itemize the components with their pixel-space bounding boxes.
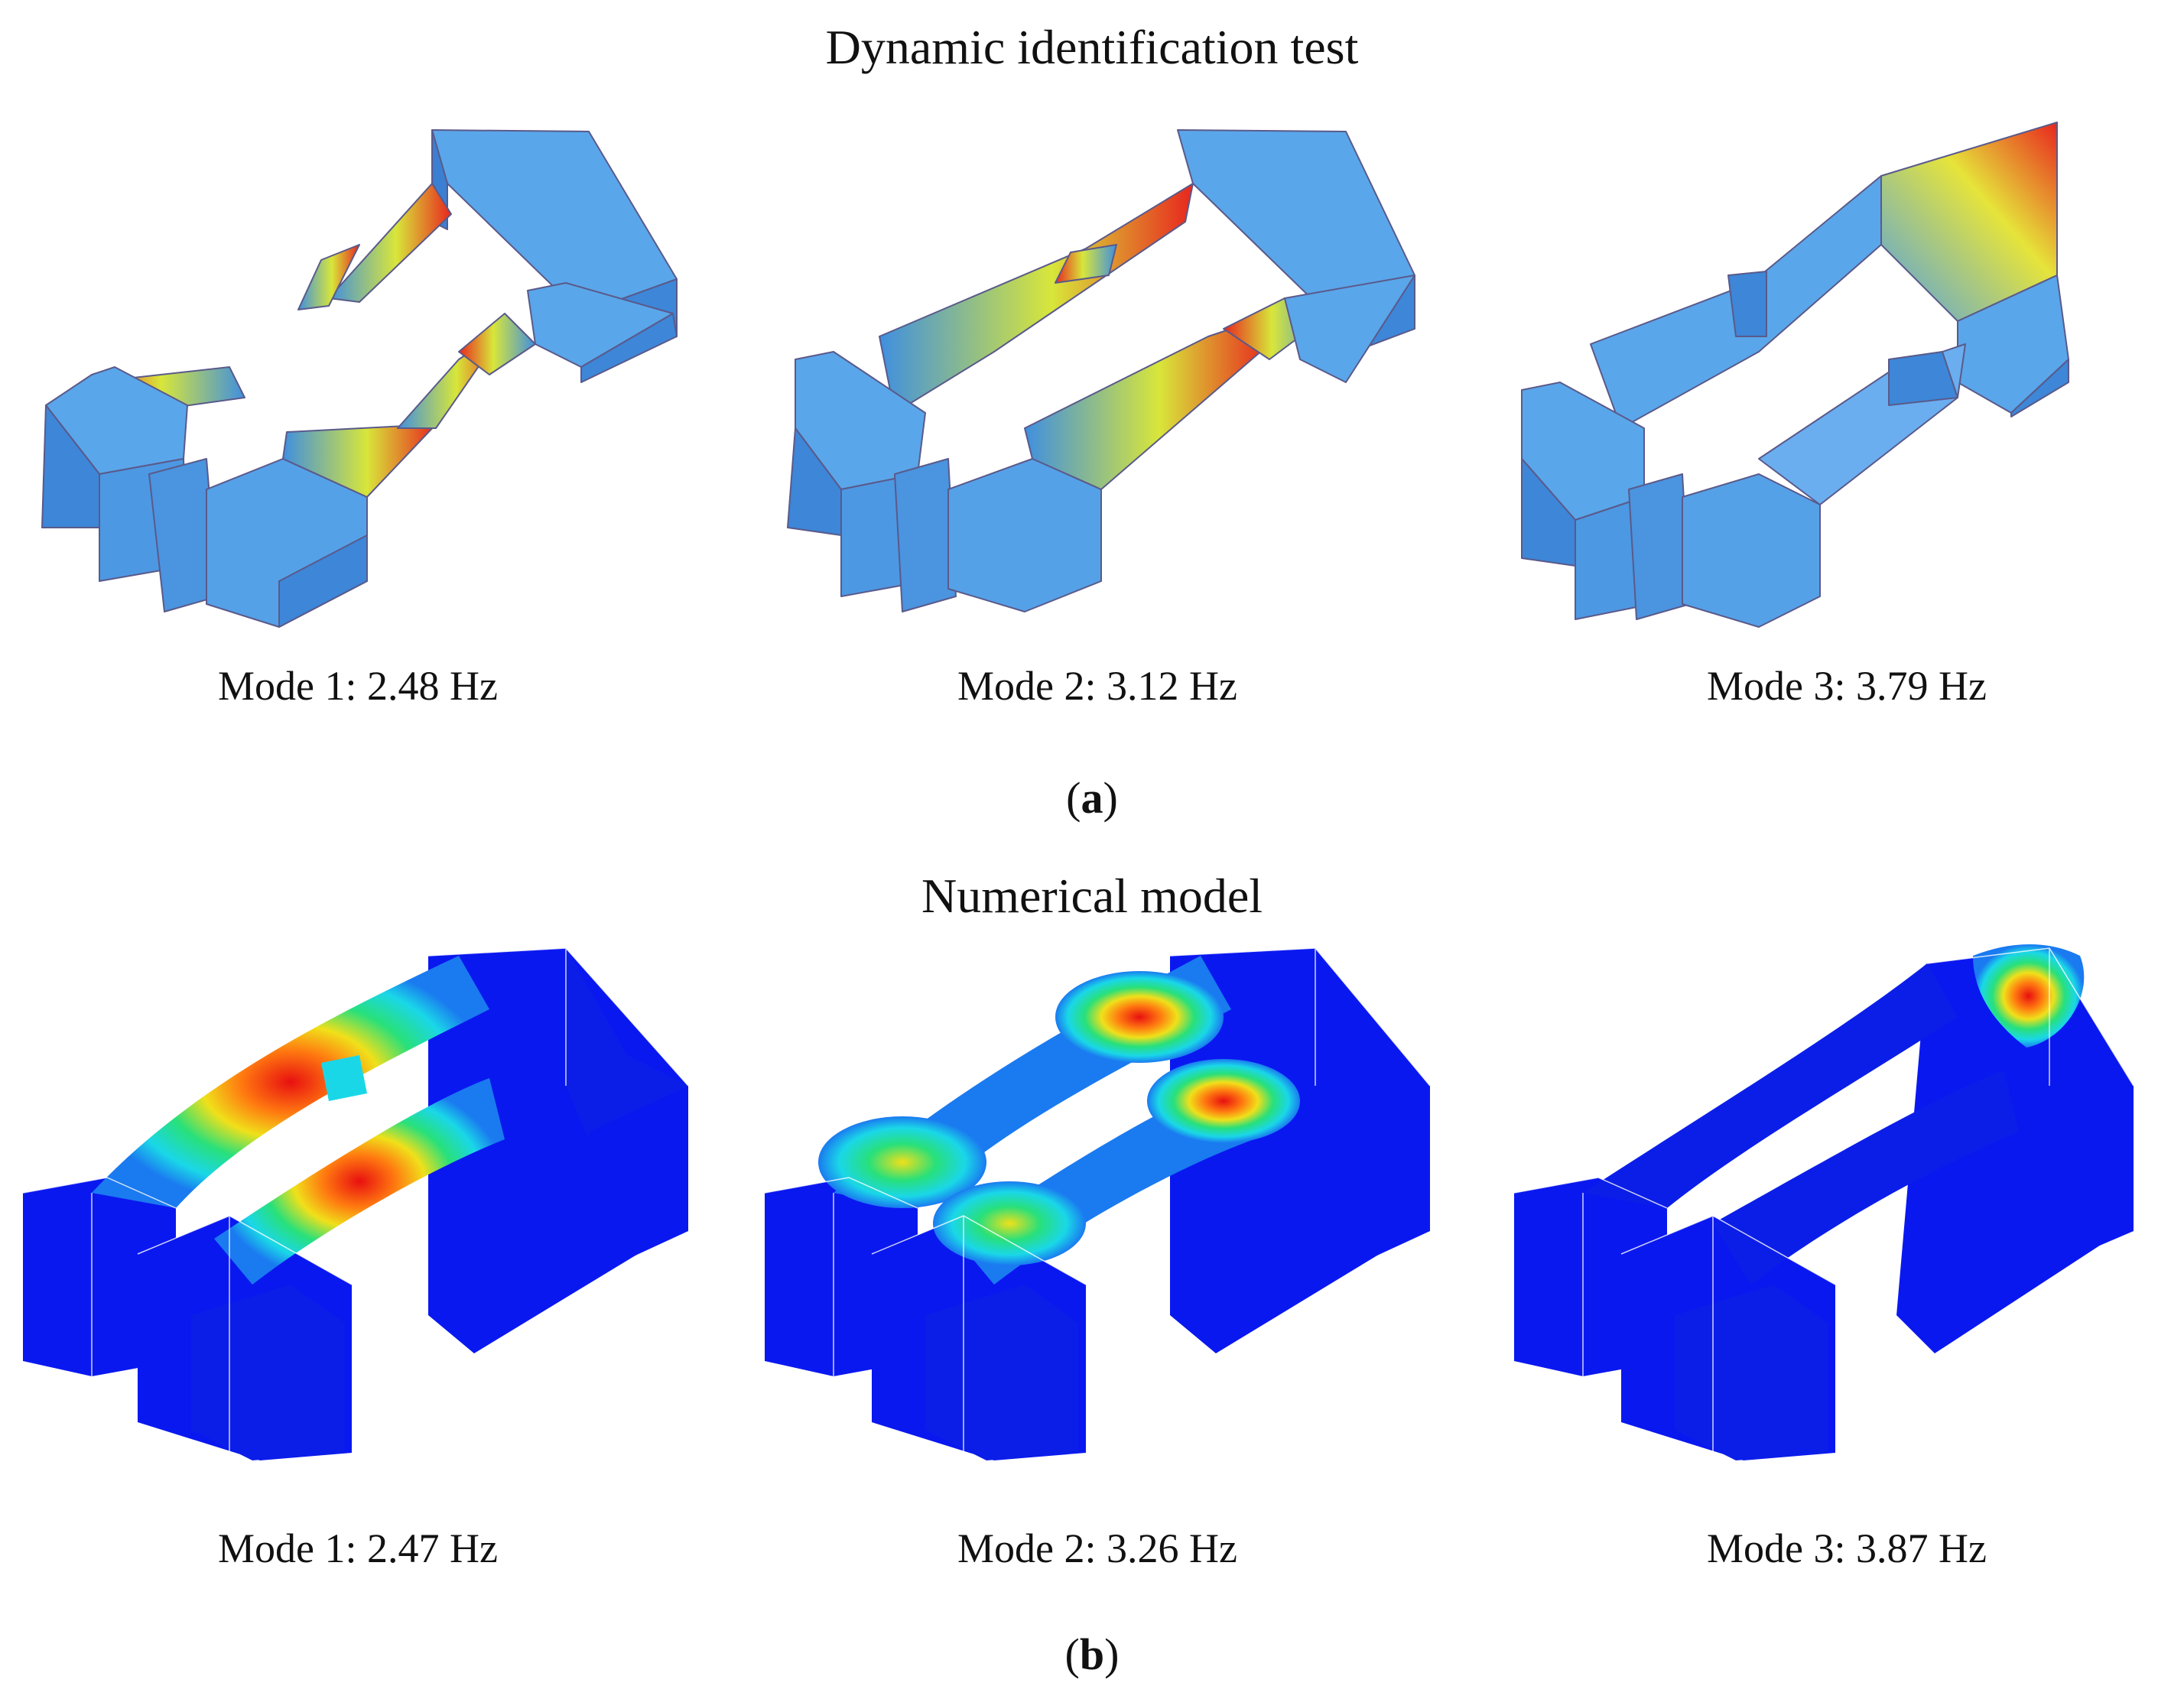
fem-mode-1 [22,947,689,1460]
panel-a-label-open: ( [1066,773,1081,823]
panel-a-title: Dynamic identification test [825,20,1359,74]
fem-mode-3 [1513,944,2134,1460]
caption-a-mode-2: Mode 2: 3.12 Hz [957,663,1237,709]
panel-b-label-open: ( [1064,1629,1080,1679]
caption-b-mode-2: Mode 2: 3.26 Hz [957,1525,1237,1571]
wireframe-mode-1 [41,129,678,628]
panel-a-label: (a) [0,776,2184,820]
caption-b-mode-3: Mode 3: 3.87 Hz [1707,1525,1987,1571]
panel-a-label-close: ) [1103,773,1118,823]
panel-b-label: (b) [0,1632,2184,1677]
wireframe-mode-2 [787,129,1415,612]
panel-b-label-close: ) [1104,1629,1120,1679]
wireframe-mode-3 [1521,122,2069,628]
fem-mode-2 [764,947,1431,1460]
panel-a-label-letter: a [1081,773,1103,823]
panel-b-label-letter: b [1079,1629,1105,1679]
caption-b-mode-1: Mode 1: 2.47 Hz [218,1525,498,1571]
caption-a-mode-3: Mode 3: 3.79 Hz [1707,663,1987,709]
caption-a-mode-1: Mode 1: 2.48 Hz [218,663,498,709]
panel-b-title: Numerical model [921,869,1263,923]
